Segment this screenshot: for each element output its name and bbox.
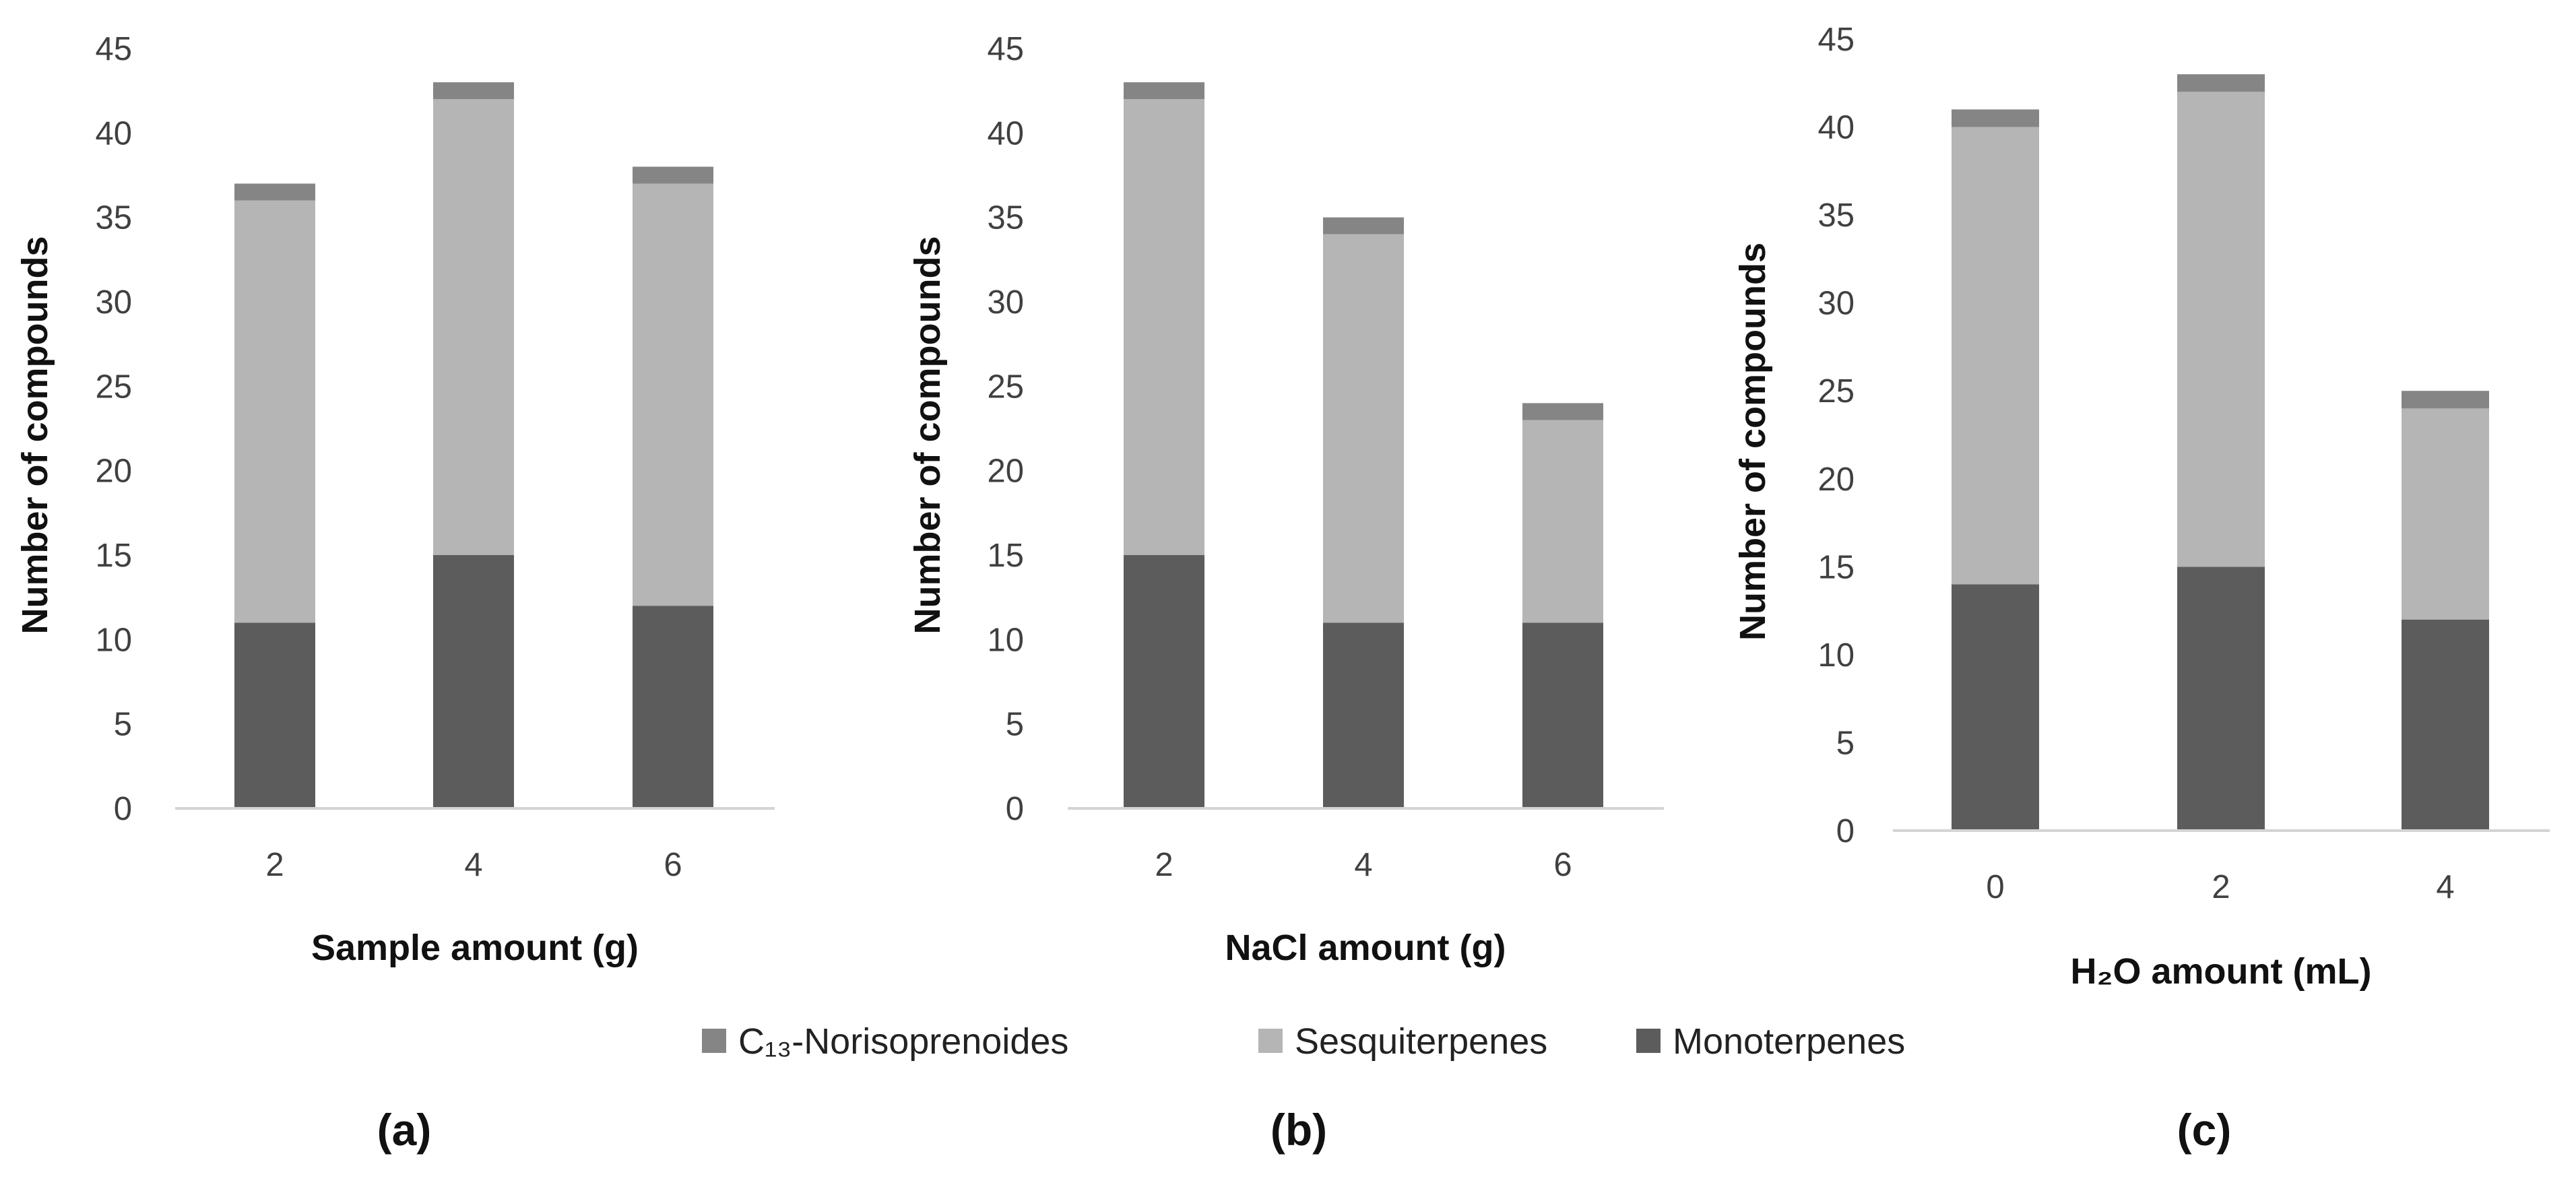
bar-monoterpenes-6 <box>633 606 713 808</box>
bar-monoterpenes-6 <box>1522 622 1603 808</box>
y-axis-title: Number of compounds <box>1733 243 1773 641</box>
x-tick-label: 6 <box>1553 847 1572 883</box>
x-tick-label: 4 <box>1354 847 1372 883</box>
y-tick-label: 40 <box>95 115 132 152</box>
bar-sesquiterpenes-6 <box>633 183 713 606</box>
bar-monoterpenes-4 <box>1323 622 1404 808</box>
bar-norisoprenoides-2 <box>234 183 315 201</box>
legend-label-sesquiterpenes: Sesquiterpenes <box>1295 1021 1547 1062</box>
y-tick-label: 35 <box>987 200 1024 236</box>
y-tick-label: 30 <box>1817 286 1855 322</box>
panel-label: (c) <box>2177 1105 2232 1155</box>
y-tick-label: 15 <box>1817 549 1855 585</box>
x-tick-label: 2 <box>265 847 284 883</box>
chart-a: 0 5 10 15 20 25 30 35 40 45 2 4 6 Sample amount (g) Nu… <box>15 31 775 1155</box>
bar-norisoprenoides-2 <box>1124 82 1204 100</box>
y-tick-label: 20 <box>987 453 1024 490</box>
y-tick-label: 40 <box>987 115 1024 152</box>
x-tick-label: 0 <box>1986 869 2004 905</box>
bar-sesquiterpenes-2 <box>2177 92 2265 567</box>
y-tick-label: 45 <box>987 31 1024 67</box>
x-axis-title: H₂O amount (mL) <box>2071 951 2372 992</box>
bar-monoterpenes-2 <box>2177 567 2265 831</box>
bar-norisoprenoides-2 <box>2177 74 2265 92</box>
y-axis-title: Number of compounds <box>907 236 948 635</box>
x-tick-label: 4 <box>2436 869 2454 905</box>
bar-norisoprenoides-4 <box>1323 217 1404 234</box>
y-tick-label: 45 <box>1817 22 1855 58</box>
bar-sesquiterpenes-4 <box>2402 408 2489 620</box>
bar-monoterpenes-2 <box>1124 555 1204 808</box>
y-tick-label: 25 <box>95 368 132 405</box>
bar-sesquiterpenes-4 <box>1323 234 1404 623</box>
y-tick-label: 0 <box>114 791 132 827</box>
legend-label-norisoprenoides: C₁₃-Norisoprenoides <box>738 1021 1068 1062</box>
y-tick-label: 15 <box>95 538 132 574</box>
bar-norisoprenoides-6 <box>633 166 713 184</box>
legend: C₁₃-Norisoprenoides Sesquiterpenes Monoter… <box>702 1021 1905 1062</box>
y-tick-label: 45 <box>95 31 132 67</box>
y-tick-label: 20 <box>95 453 132 490</box>
legend-swatch-norisoprenoides <box>702 1029 726 1053</box>
y-tick-label: 10 <box>95 622 132 658</box>
bar-sesquiterpenes-2 <box>1124 99 1204 555</box>
y-tick-label: 0 <box>1006 791 1024 827</box>
bar-monoterpenes-4 <box>2402 619 2489 831</box>
bar-sesquiterpenes-6 <box>1522 420 1603 623</box>
bar-monoterpenes-2 <box>234 622 315 808</box>
y-tick-label: 10 <box>987 622 1024 658</box>
bar-monoterpenes-0 <box>1952 584 2039 831</box>
y-tick-label: 5 <box>1836 725 1855 761</box>
y-tick-label: 40 <box>1817 110 1855 146</box>
x-tick-label: 6 <box>664 847 682 883</box>
chart-b: 0 5 10 15 20 25 30 35 40 45 2 4 6 NaCl amount (g) Numb… <box>907 31 1664 1155</box>
bar-norisoprenoides-4 <box>433 82 514 100</box>
bar-sesquiterpenes-4 <box>433 99 514 555</box>
bar-norisoprenoides-6 <box>1522 403 1603 420</box>
bar-monoterpenes-4 <box>433 555 514 808</box>
panel-label: (a) <box>377 1105 432 1155</box>
bar-sesquiterpenes-2 <box>234 200 315 623</box>
y-tick-label: 30 <box>987 284 1024 321</box>
bar-norisoprenoides-4 <box>2402 391 2489 409</box>
x-axis-title: NaCl amount (g) <box>1225 928 1506 968</box>
bar-norisoprenoides-0 <box>1952 109 2039 127</box>
x-axis-title: Sample amount (g) <box>311 928 639 968</box>
y-tick-label: 5 <box>114 707 132 743</box>
y-tick-label: 5 <box>1006 707 1024 743</box>
bar-sesquiterpenes-0 <box>1952 127 2039 585</box>
y-tick-label: 35 <box>1817 197 1855 234</box>
y-tick-label: 25 <box>1817 373 1855 410</box>
legend-swatch-sesquiterpenes <box>1258 1029 1283 1053</box>
legend-swatch-monoterpenes <box>1636 1029 1661 1053</box>
legend-label-monoterpenes: Monoterpenes <box>1673 1021 1905 1062</box>
y-tick-label: 0 <box>1836 813 1855 849</box>
y-axis-title: Number of compounds <box>15 236 55 635</box>
panel-label: (b) <box>1270 1105 1327 1155</box>
x-tick-label: 2 <box>1155 847 1173 883</box>
y-tick-label: 35 <box>95 200 132 236</box>
x-tick-label: 2 <box>2212 869 2230 905</box>
y-tick-label: 20 <box>1817 461 1855 498</box>
y-tick-label: 25 <box>987 368 1024 405</box>
y-tick-label: 30 <box>95 284 132 321</box>
chart-c: 0 5 10 15 20 25 30 35 40 45 0 2 4 H₂O amount (mL) Numb… <box>1733 22 2550 1155</box>
y-tick-label: 15 <box>987 538 1024 574</box>
x-tick-label: 4 <box>464 847 482 883</box>
y-tick-label: 10 <box>1817 637 1855 674</box>
